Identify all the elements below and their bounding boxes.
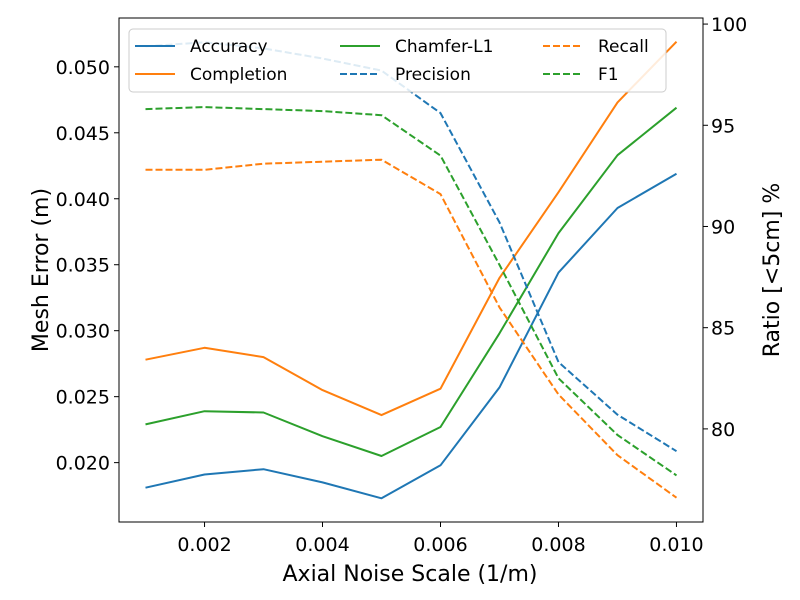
series-line-f1 [145, 106, 678, 477]
legend-label-precision: Precision [395, 65, 471, 85]
legend-box [128, 28, 667, 93]
right-y-tick-label: 90 [711, 216, 735, 238]
legend-label-accuracy: Accuracy [190, 37, 268, 57]
right-y-tick-label: 85 [711, 318, 735, 340]
x-axis: 0.002 0.004 0.006 0.008 0.010 [177, 522, 704, 556]
right-y-axis: 80 85 90 95 100 [703, 14, 747, 441]
legend-label-f1: F1 [598, 65, 619, 85]
x-tick-label: 0.002 [177, 534, 231, 556]
series-line-recall [145, 158, 678, 499]
x-tick-label: 0.010 [649, 534, 703, 556]
legend-label-completion: Completion [190, 65, 287, 85]
left-y-tick-label: 0.025 [56, 387, 110, 409]
plot-frame [118, 17, 704, 523]
right-y-tick-label: 95 [711, 115, 735, 137]
left-y-tick-label: 0.030 [56, 321, 110, 343]
x-axis-title: Axial Noise Scale (1/m) [283, 562, 538, 587]
series-line-completion [145, 41, 678, 417]
series-lines-layer [145, 41, 678, 500]
x-tick-label: 0.004 [295, 534, 349, 556]
right-y-tick-label: 100 [711, 14, 747, 36]
right-y-axis-title: Ratio [<5cm] % [760, 183, 785, 358]
legend: Accuracy Completion Chamfer-L1 Precision Rec… [128, 28, 667, 93]
series-line-precision [145, 41, 678, 453]
left-y-tick-label: 0.040 [56, 189, 110, 211]
series-line-accuracy [145, 172, 678, 500]
x-tick-label: 0.008 [531, 534, 585, 556]
x-tick-label: 0.006 [413, 534, 467, 556]
left-y-tick-label: 0.045 [56, 123, 110, 145]
left-y-tick-label: 0.020 [56, 453, 110, 475]
left-y-tick-label: 0.050 [56, 57, 110, 79]
legend-label-recall: Recall [598, 37, 649, 57]
left-y-axis: 0.020 0.025 0.030 0.035 0.040 0.045 0.050 [56, 57, 119, 475]
series-line-chamfer-l1 [145, 106, 678, 457]
left-y-axis-title: Mesh Error (m) [29, 188, 54, 352]
left-y-tick-label: 0.035 [56, 255, 110, 277]
legend-label-chamfer-l1: Chamfer-L1 [395, 37, 493, 57]
right-y-tick-label: 80 [711, 419, 735, 441]
